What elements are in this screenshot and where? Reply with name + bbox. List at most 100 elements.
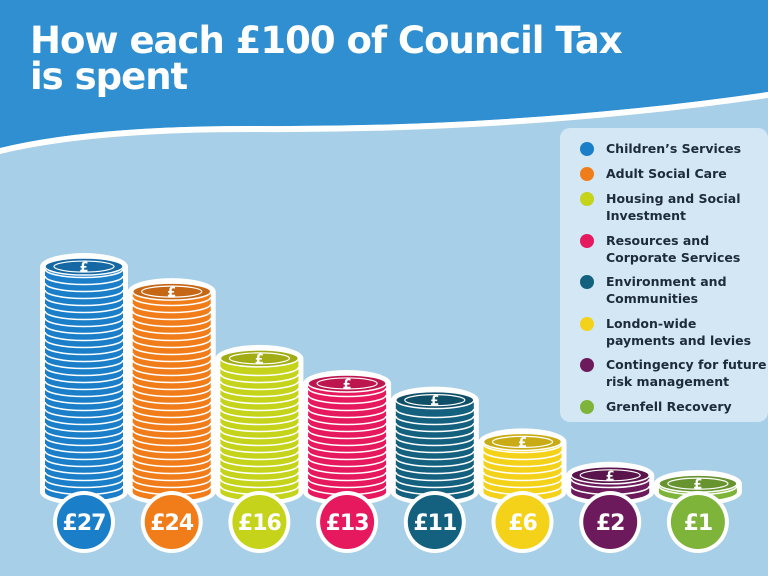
coin-edge — [44, 380, 124, 391]
coin-edge — [219, 471, 300, 482]
coin-edge — [131, 422, 212, 433]
coin-edge — [131, 415, 212, 426]
legend-label: Housing and Social — [606, 191, 741, 206]
legend-label: Environment and — [606, 274, 727, 289]
coin-edge — [131, 471, 212, 482]
legend-label: Communities — [606, 291, 698, 306]
coin-edge — [395, 478, 475, 489]
coin-edge — [395, 464, 475, 475]
coin-edge — [131, 436, 212, 447]
legend-label: risk management — [606, 374, 729, 389]
coin-edge — [44, 478, 124, 489]
coin-edge — [44, 296, 124, 307]
value-label-text: £6 — [508, 511, 537, 536]
coin-edge — [131, 296, 212, 307]
coin-edge — [307, 394, 387, 405]
coin-edge — [482, 471, 563, 482]
coin-edge — [307, 401, 387, 412]
coin-edge — [395, 450, 475, 461]
coin-edge — [44, 359, 124, 370]
value-label-text: £11 — [413, 511, 456, 536]
coin-edge — [131, 373, 212, 384]
value-label-disc — [583, 495, 638, 549]
coin-top-rim — [667, 477, 729, 490]
coin-edge — [482, 464, 563, 475]
coin-edge — [307, 464, 387, 475]
coin-edge — [395, 443, 475, 454]
title-line-1: How each £100 of Council Tax — [30, 19, 623, 62]
coin-edge — [307, 436, 387, 447]
coin-edges — [44, 268, 124, 496]
coin-top-rim — [579, 469, 641, 482]
coin-edge — [44, 275, 124, 286]
coin-symbol: £ — [518, 436, 527, 451]
coin-edge — [131, 359, 212, 370]
coin-edge — [482, 450, 563, 461]
legend-entry: Housing and Social Investment — [580, 191, 741, 223]
coin-edge — [131, 352, 212, 363]
coin-edge — [131, 380, 212, 391]
coin-symbol: £ — [167, 286, 176, 301]
value-label-text: £27 — [63, 511, 106, 536]
legend-swatch — [580, 317, 594, 331]
coin-edge — [219, 401, 300, 412]
coin-edge — [307, 450, 387, 461]
coin-edge — [307, 478, 387, 489]
legend-label: Corporate Services — [606, 250, 740, 265]
coin-symbol: £ — [79, 261, 88, 276]
coin-edge — [219, 478, 300, 489]
value-label-text: £1 — [684, 511, 713, 536]
coin-edge — [44, 268, 124, 279]
coin-symbol: £ — [606, 469, 615, 484]
coin-edge — [131, 457, 212, 468]
coin-edge — [44, 415, 124, 426]
coin-edge — [44, 303, 124, 314]
value-label: £2 — [579, 491, 642, 553]
coin-symbol: £ — [693, 478, 702, 493]
value-label-text: £2 — [596, 511, 625, 536]
coin-top-rim — [228, 352, 290, 365]
value-label-disc — [407, 495, 462, 549]
coin-edge — [44, 436, 124, 447]
value-label-disc — [57, 495, 111, 549]
legend-swatch — [580, 358, 594, 372]
coin-stack: £ — [215, 344, 304, 506]
legend-label: Children’s Services — [606, 141, 741, 156]
value-label-disc — [232, 495, 287, 549]
coin-edge — [131, 317, 212, 328]
coin-edge — [44, 289, 124, 300]
legend-label: Adult Social Care — [606, 166, 727, 181]
coin-edge — [482, 478, 563, 489]
coin-edge — [307, 415, 387, 426]
coin-edge — [219, 366, 300, 377]
coin-edge — [44, 324, 124, 335]
coin-edge — [395, 429, 475, 440]
coin-edge — [219, 380, 300, 391]
value-label: £11 — [403, 491, 466, 553]
value-label: £27 — [53, 491, 115, 553]
value-label: £24 — [140, 491, 203, 553]
legend-swatch — [580, 167, 594, 181]
coin-edge — [131, 429, 212, 440]
coin-edge — [219, 387, 300, 398]
coin-edge — [395, 457, 475, 468]
coin-top-rim — [404, 394, 466, 407]
coin-edge — [44, 457, 124, 468]
legend-entry: Contingency for future risk management — [580, 357, 766, 389]
legend-swatch — [580, 234, 594, 248]
coin-edge — [395, 436, 475, 447]
legend-swatch — [580, 275, 594, 289]
coin-edge — [44, 464, 124, 475]
coin-stack: £ — [127, 278, 216, 506]
value-labels: £27 £24 £16 £13 £11 £6 £2 £1 — [53, 491, 729, 553]
legend-entry: Environment and Communities — [580, 274, 727, 306]
legend-entry: Adult Social Care — [580, 166, 727, 181]
coin-edge — [131, 387, 212, 398]
value-label: £16 — [228, 491, 291, 553]
value-label-text: £24 — [150, 511, 194, 536]
coin-edge — [131, 478, 212, 489]
legend-label: Grenfell Recovery — [606, 399, 732, 414]
legend-label: Investment — [606, 208, 686, 223]
coin-top-rim — [316, 377, 378, 390]
